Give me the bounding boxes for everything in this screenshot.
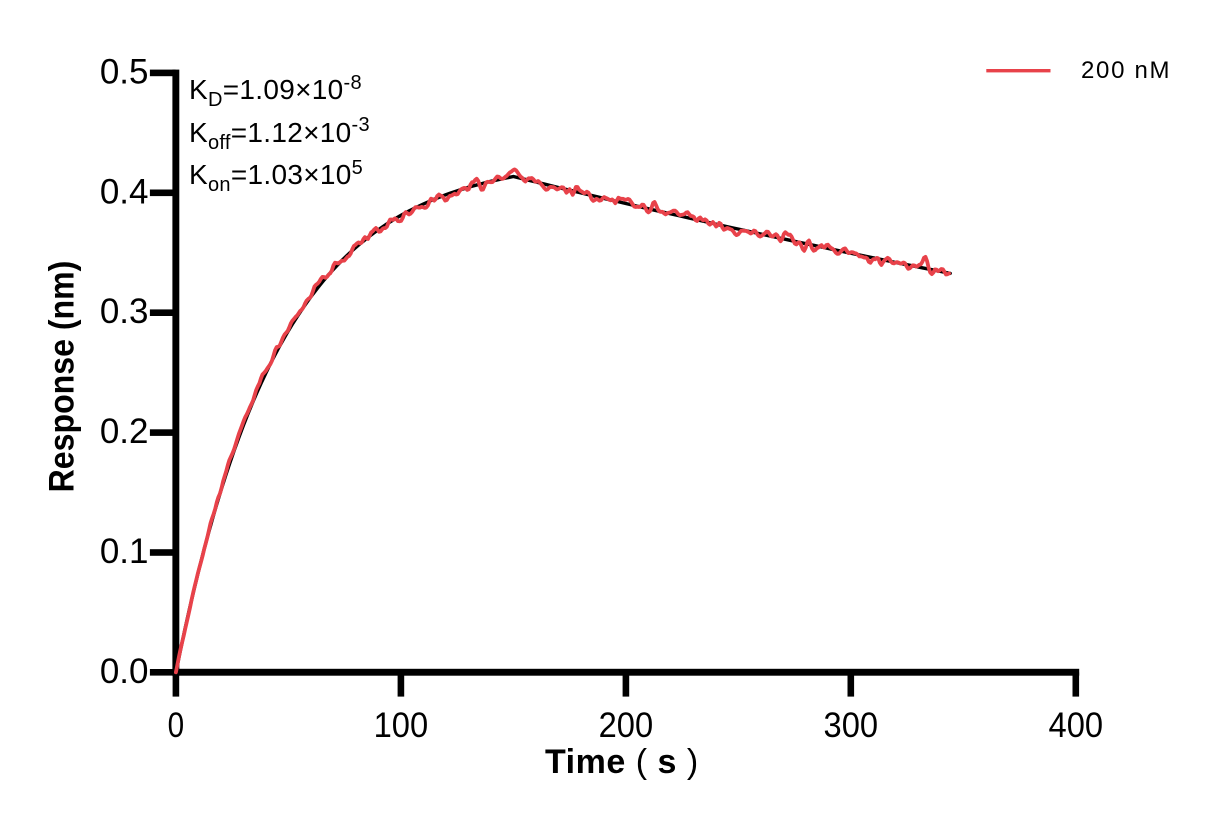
svg-text:Time ( s ): Time ( s )	[545, 743, 699, 781]
svg-text:100: 100	[374, 706, 429, 745]
svg-text:0.4: 0.4	[100, 172, 149, 211]
svg-text:400: 400	[1049, 706, 1104, 745]
svg-text:0.0: 0.0	[100, 652, 149, 691]
svg-text:0.2: 0.2	[100, 412, 149, 451]
svg-text:0.1: 0.1	[100, 532, 149, 571]
svg-text:200 nM: 200 nM	[1081, 57, 1170, 84]
svg-text:0.3: 0.3	[100, 292, 149, 331]
svg-text:0: 0	[168, 706, 185, 745]
svg-text:300: 300	[824, 706, 879, 745]
svg-text:0.5: 0.5	[100, 52, 149, 91]
svg-text:Response (nm): Response (nm)	[43, 261, 82, 493]
svg-text:200: 200	[599, 706, 654, 745]
